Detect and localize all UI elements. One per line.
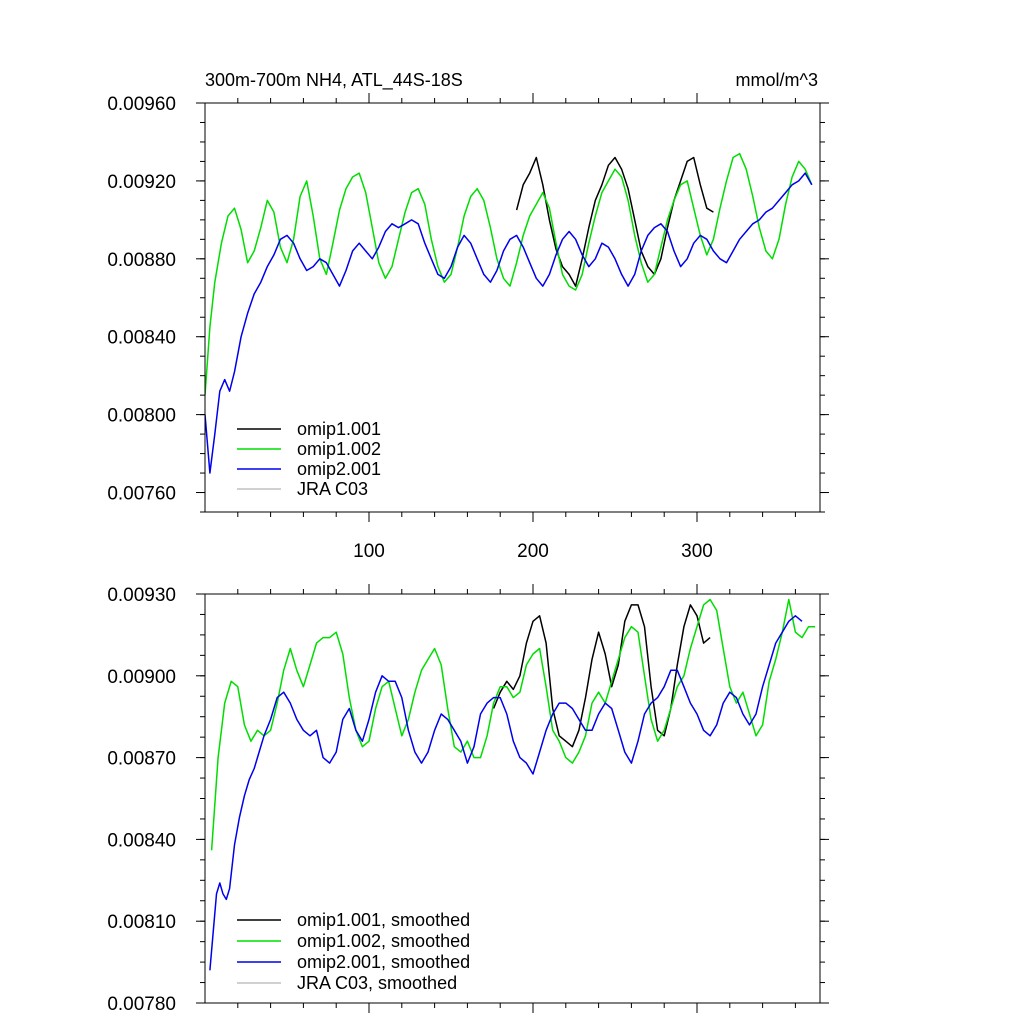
- series-line-1: [205, 152, 813, 396]
- series-lines: [209, 598, 816, 971]
- legend-label-0: omip1.001: [297, 419, 381, 439]
- series-line-2: [205, 172, 813, 474]
- series-line-0: [515, 156, 714, 287]
- y-tick-label: 0.00800: [107, 406, 176, 427]
- x-tick-label: 300: [681, 541, 713, 562]
- legend-label-3: JRA C03: [297, 479, 368, 499]
- legend-label-2: omip2.001: [297, 459, 381, 479]
- bottom-panel: 0.00780 0.00810 0.00840 0.00870 0.00900 0.009…: [107, 584, 829, 1015]
- y-tick-label: 0.00920: [107, 172, 176, 193]
- y-tick-label: 0.00780: [107, 994, 176, 1015]
- series-line-2: [209, 615, 803, 971]
- y-tick-label: 0.00870: [107, 749, 176, 770]
- y-tick-label: 0.00840: [107, 328, 176, 349]
- legend-label-3: JRA C03, smoothed: [297, 973, 457, 993]
- y-tick-label: 0.00840: [107, 830, 176, 851]
- x-tick-label: 200: [517, 541, 549, 562]
- legend-label-0: omip1.001, smoothed: [297, 910, 470, 930]
- units-label: mmol/m^3: [736, 70, 818, 90]
- series-line-0: [492, 604, 711, 748]
- y-tick-label: 0.00900: [107, 667, 176, 688]
- top-panel: 300m-700m NH4, ATL_44S-18S mmol/m^3 0.00…: [107, 70, 829, 562]
- series-lines: [205, 152, 813, 474]
- y-tick-label: 0.00810: [107, 912, 176, 933]
- y-tick-label: 0.00930: [107, 585, 176, 606]
- x-tick-label: 100: [353, 541, 385, 562]
- chart-title: 300m-700m NH4, ATL_44S-18S: [205, 70, 463, 91]
- legend-label-1: omip1.002: [297, 439, 381, 459]
- y-tick-label: 0.00760: [107, 484, 176, 505]
- y-tick-label: 0.00880: [107, 250, 176, 271]
- series-line-1: [210, 598, 816, 851]
- y-tick-label: 0.00960: [107, 94, 176, 115]
- plot-frame: [204, 102, 821, 513]
- legend-label-1: omip1.002, smoothed: [297, 931, 470, 951]
- legend-label-2: omip2.001, smoothed: [297, 952, 470, 972]
